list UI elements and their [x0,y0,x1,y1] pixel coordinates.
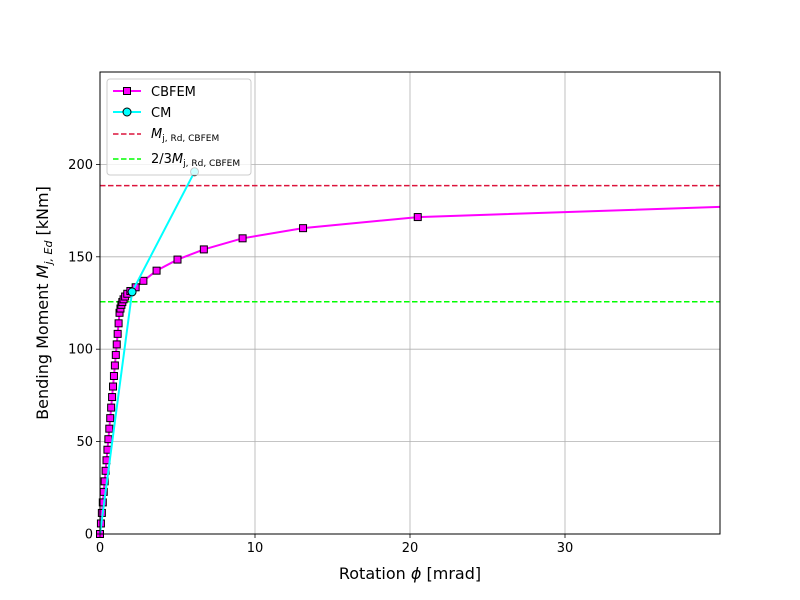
data-point-cbfem [109,382,118,391]
data-point-cm [127,287,137,297]
y-tick-label: 0 [85,528,93,543]
x-tick-label: 10 [247,541,264,556]
data-point-cbfem [111,350,120,359]
legend-label-cm: CM [151,106,171,121]
grid-lines [100,72,720,534]
data-point-cbfem [238,234,247,243]
x-tick-label: 0 [96,541,104,556]
y-axis-label: Bending Moment Mj, Ed [kNm] [33,186,55,420]
y-tick-label: 150 [68,250,93,265]
data-point-cbfem [199,245,208,254]
y-tick-label: 200 [68,158,93,173]
legend-label-cbfem: CBFEM [151,85,196,100]
data-point-cbfem [413,213,422,222]
x-axis-label: Rotation ϕ [mrad] [339,564,481,583]
reference-lines [100,184,720,303]
data-point-cbfem [114,319,123,328]
data-point-cbfem [105,424,114,433]
data-point-cbfem [109,371,118,380]
y-tick-label: 100 [68,343,93,358]
legend: CBFEM CM Mj, Rd, CBFEM 2/3Mj, Rd, CBFEM [106,78,252,176]
data-point-cbfem [299,224,308,233]
legend-entry-two-thirds-mj-rd: 2/3Mj, Rd, CBFEM [113,152,240,169]
data-point-cbfem [110,361,119,370]
data-point-cbfem [112,340,121,349]
data-point-cbfem [107,403,116,412]
legend-square-marker [123,87,131,95]
data-point-cbfem [113,329,122,338]
legend-circle-marker [122,107,132,117]
x-tick-label: 20 [402,541,419,556]
data-point-cbfem [108,393,117,402]
data-point-cbfem [100,477,109,486]
y-tick-label: 50 [76,435,93,450]
data-point-cbfem [106,414,115,423]
legend-box [106,78,252,176]
x-tick-label: 30 [557,541,574,556]
axis-ticks: 0 10 20 30 0 50 100 150 200 [68,158,573,556]
legend-entry-mj-rd: Mj, Rd, CBFEM [113,127,219,144]
data-point-cbfem [152,266,161,275]
data-point-cbfem [173,255,182,264]
legend-label-mj-rd: Mj, Rd, CBFEM [151,127,219,144]
data-point-cbfem [139,276,148,285]
legend-entry-cbfem: CBFEM [113,85,196,100]
legend-label-two-thirds-mj-rd: 2/3Mj, Rd, CBFEM [151,152,240,169]
legend-entry-cm: CM [113,106,171,121]
data-point-cbfem [104,435,113,444]
